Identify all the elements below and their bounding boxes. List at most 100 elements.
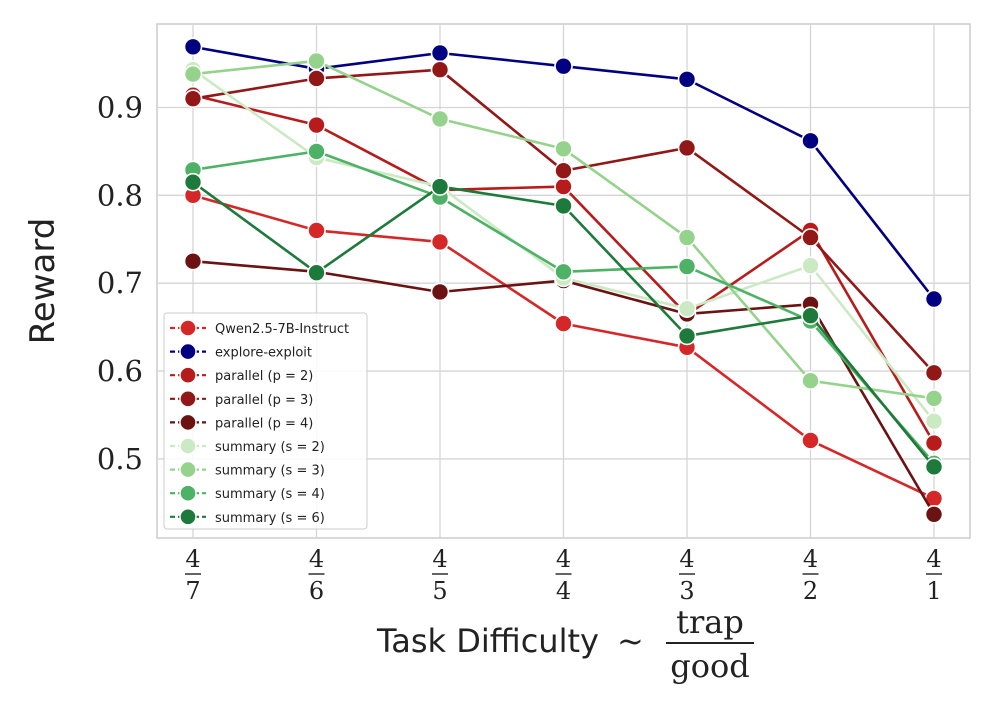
legend-item: summary (s = 6) [170,508,325,526]
x-tick-numerator: 4 [803,545,818,573]
data-point [924,457,944,477]
data-point [924,363,944,383]
legend-item: summary (s = 3) [170,460,325,479]
legend-item: explore-exploit [170,342,312,361]
data-point [924,411,944,431]
legend-label: parallel (p = 3) [215,393,313,408]
legend-item: parallel (p = 2) [170,366,313,384]
legend-marker [179,342,197,361]
x-axis-label-text: Task Difficulty [376,622,599,660]
data-point [554,196,573,216]
data-point [554,56,573,76]
data-point [554,262,573,282]
data-point [307,142,326,161]
legend-label: summary (s = 6) [215,511,325,526]
x-tick-numerator: 4 [309,545,324,573]
legend-marker [179,366,197,384]
legend-marker [179,460,197,479]
x-axis-label-tilde: ~ [617,622,644,660]
y-tick-label: 0.7 [97,266,143,300]
data-point [307,221,326,240]
axes: 0.5 0.6 0.7 0.8 0.9 4 7 4 6 4 5 4 4 4 3 4 2 4 1 [97,90,942,605]
series-6 [183,51,944,408]
data-point [183,37,203,57]
legend-label: explore-exploit [215,346,312,361]
data-point [183,89,203,108]
legend-box [163,312,368,530]
data-point [307,69,326,88]
data-point [801,431,820,450]
data-point [924,388,944,408]
x-tick-numerator: 4 [432,545,447,573]
legend-marker [179,390,197,408]
data-point [801,228,820,247]
x-axis-label: Task Difficulty ~ trap good [376,603,754,685]
x-axis-label-numerator: trap [676,603,744,641]
data-point [677,138,697,158]
data-point [924,433,944,453]
legend-item: summary (s = 4) [170,484,325,502]
data-point [430,109,450,129]
data-point [307,263,326,282]
legend-label: parallel (p = 4) [215,416,313,431]
x-tick-numerator: 4 [556,545,571,573]
y-tick-label: 0.9 [97,90,143,124]
series-group [183,37,944,524]
data-point [183,172,203,192]
data-point [554,161,573,181]
x-tick-denominator: 5 [432,577,447,605]
legend-marker [179,413,197,432]
data-point [430,43,450,63]
data-point [430,282,450,302]
data-point [677,257,697,276]
x-tick-numerator: 4 [679,545,694,573]
legend-label: parallel (p = 2) [215,369,313,384]
y-axis-label: Reward [23,218,63,345]
x-axis-label-denominator: good [670,647,750,685]
data-point [554,139,573,159]
x-tick-denominator: 7 [185,577,200,605]
y-tick-label: 0.5 [97,442,143,476]
data-point [924,504,944,524]
series-3 [183,60,944,383]
y-tick-label: 0.6 [97,354,143,388]
legend-item: parallel (p = 3) [170,390,313,408]
data-point [307,51,326,71]
legend-label: summary (s = 3) [215,464,325,479]
data-point [307,115,326,135]
x-tick-denominator: 4 [556,577,571,605]
legend-label: Qwen2.5-7B-Instruct [215,322,349,337]
data-point [183,251,203,271]
legend-item: Qwen2.5-7B-Instruct [170,319,349,337]
series-8 [183,172,944,477]
data-point [801,306,820,326]
legend-marker [179,508,197,526]
x-tick-numerator: 4 [185,545,200,573]
data-point [801,371,820,391]
legend: Qwen2.5-7B-Instruct explore-exploit parall… [163,312,368,530]
legend-label: summary (s = 4) [215,487,325,502]
data-point [801,256,820,275]
x-tick-denominator: 6 [309,577,324,605]
data-point [677,299,697,318]
data-point [183,64,203,84]
x-tick-denominator: 3 [679,577,694,605]
y-tick-label: 0.8 [97,178,143,212]
data-point [430,232,450,252]
legend-marker [179,319,197,337]
x-tick-denominator: 1 [926,577,941,605]
x-tick-numerator: 4 [926,545,941,573]
data-point [430,60,450,79]
legend-label: summary (s = 2) [215,440,325,455]
data-point [554,314,573,333]
legend-item: parallel (p = 4) [170,413,313,432]
data-point [924,289,944,309]
legend-marker [179,484,197,502]
data-point [554,177,573,196]
data-point [677,326,697,346]
x-tick-denominator: 2 [803,577,818,605]
data-point [801,131,820,151]
data-point [430,177,450,196]
data-point [677,70,697,89]
